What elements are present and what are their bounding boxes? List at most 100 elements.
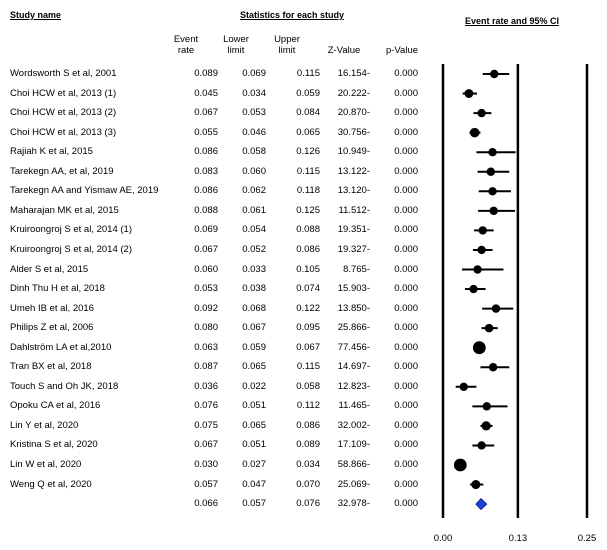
x-tick-label: 0.00 [434,533,453,544]
upper-limit-header: Upper limit [267,34,307,56]
upper-limit-cell: 0.084 [296,107,320,119]
event-rate-header-line2: rate [177,45,195,56]
p-value-cell: 0.000 [394,68,418,79]
p-value-cell: 0.000 [394,283,418,295]
upper-limit-cell: 0.105 [296,263,320,275]
upper-limit-cell: 0.118 [296,185,320,197]
z-value-cell: 11.465- [338,400,370,412]
upper-limit-cell: 0.086 [296,419,320,431]
upper-limit-cell: 0.095 [296,322,320,334]
lower-limit-cell: 0.062 [242,185,266,197]
event-rate-cell: 0.092 [194,302,218,314]
z-value-cell: 16.154- [337,68,370,79]
lower-limit-cell: 0.061 [242,204,266,216]
study-name-cell: Weng Q et al, 2020 [10,478,92,490]
p-value-cell: 0.000 [394,263,418,275]
lower-limit-cell: 0.058 [242,146,266,158]
study-name-cell: Tran BX et al, 2018 [10,361,92,373]
lower-limit-cell: 0.047 [242,478,266,490]
p-value-cell: 0.000 [394,243,418,255]
z-value-cell: 20.870- [337,107,370,119]
study-name-cell: Lin W et al, 2020 [10,459,82,470]
p-value-cell: 0.000 [394,439,418,451]
lower-limit-cell: 0.065 [242,419,266,431]
event-rate-cell: 0.057 [194,478,218,490]
event-rate-cell: 0.055 [194,126,218,138]
event-rate-cell: 0.083 [194,165,218,177]
p-value-cell: 0.000 [394,87,418,99]
z-value-cell: 13.850- [337,302,370,314]
z-value-cell: 25.866- [337,322,370,334]
p-value-cell: 0.000 [394,185,418,197]
lower-limit-header-line1: Lower [223,34,249,45]
event-rate-cell: 0.045 [194,87,218,99]
study-name-cell: Rajiah K et al, 2015 [10,146,93,158]
point-estimate-marker [478,226,487,235]
point-estimate-marker [477,441,486,450]
study-name-cell: Umeh IB et al, 2016 [10,302,94,314]
lower-limit-cell: 0.057 [242,498,266,510]
z-value-cell: 17.109- [337,439,370,451]
event-rate-cell: 0.067 [194,107,218,119]
p-value-cell: 0.000 [394,165,418,177]
upper-limit-header-line2: limit [278,45,296,56]
study-name-cell: Kruiroongroj S et al, 2014 (1) [10,224,132,236]
p-value-cell: 0.000 [394,204,418,216]
upper-limit-cell: 0.034 [296,459,320,470]
upper-limit-cell: 0.122 [296,302,320,314]
p-value-cell: 0.000 [394,224,418,236]
lower-limit-header-line2: limit [227,45,245,56]
upper-limit-cell: 0.125 [296,204,320,216]
lower-limit-cell: 0.034 [242,87,266,99]
upper-limit-cell: 0.088 [296,224,320,236]
p-value-cell: 0.000 [394,146,418,158]
z-value-cell: 58.866- [337,459,370,470]
event-rate-cell: 0.067 [194,439,218,451]
upper-limit-cell: 0.126 [296,146,320,158]
study-name-cell: Kristina S et al, 2020 [10,439,98,451]
lower-limit-cell: 0.022 [242,380,266,392]
z-value-cell: 11.512- [338,204,370,216]
p-value-cell: 0.000 [394,400,418,412]
z-value-cell: 25.069- [337,478,370,490]
event-rate-header-line1: Event [173,34,199,45]
z-value-cell: 13.122- [337,165,370,177]
event-rate-cell: 0.086 [194,185,218,197]
event-rate-cell: 0.060 [194,263,218,275]
upper-limit-cell: 0.058 [296,380,320,392]
z-value-cell: 15.903- [337,283,370,295]
study-name-cell: Choi HCW et al, 2013 (1) [10,87,117,99]
upper-limit-cell: 0.086 [296,243,320,255]
study-name-cell: Maharajan MK et al, 2015 [10,204,119,216]
z-value-cell: 8.765- [343,263,370,275]
event-rate-cell: 0.086 [194,146,218,158]
study-name-cell: Opoku CA et al, 2016 [10,400,101,412]
study-name-header: Study name [10,10,62,20]
z-value-cell: 13.120- [337,185,370,197]
event-rate-header: Event rate [166,34,206,56]
study-name-cell: Choi HCW et al, 2013 (3) [10,126,117,138]
point-estimate-marker [482,402,491,411]
lower-limit-cell: 0.067 [242,322,266,334]
lower-limit-cell: 0.046 [242,126,266,138]
lower-limit-cell: 0.068 [242,302,266,314]
lower-limit-cell: 0.054 [242,224,266,236]
z-value-cell: 14.697- [337,361,370,373]
study-name-cell: Lin Y et al, 2020 [10,419,79,431]
point-estimate-marker [488,363,498,372]
upper-limit-cell: 0.074 [296,283,320,295]
z-value-cell: 20.222- [337,87,370,99]
lower-limit-cell: 0.069 [242,68,266,79]
statistics-header: Statistics for each study [240,10,345,20]
upper-limit-cell: 0.115 [296,165,320,177]
p-value-cell: 0.000 [394,302,418,314]
event-rate-cell: 0.069 [194,224,218,236]
event-rate-cell: 0.063 [194,341,218,353]
p-value-cell: 0.000 [394,380,418,392]
study-name-cell: Dinh Thu H et al, 2018 [10,283,105,295]
p-value-cell: 0.000 [394,478,418,490]
plot-title: Event rate and 95% CI [465,16,560,26]
event-rate-cell: 0.036 [194,380,218,392]
z-value-cell: 32.002- [337,419,370,431]
